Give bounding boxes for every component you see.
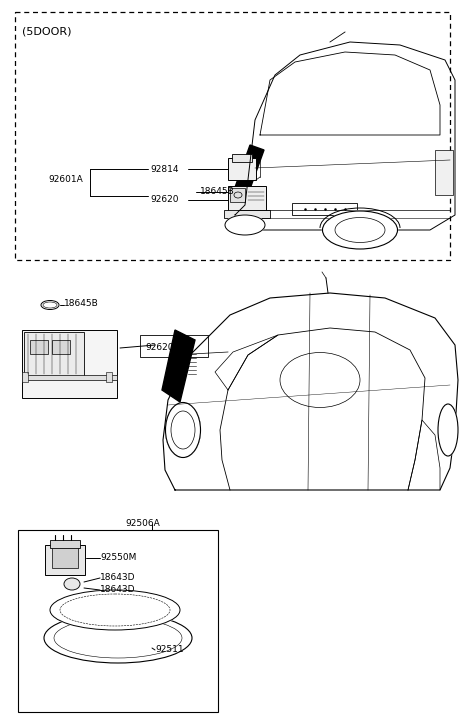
- Polygon shape: [233, 145, 264, 200]
- Text: 18643D: 18643D: [100, 585, 135, 595]
- Bar: [22, 375, 117, 380]
- Bar: [45, 545, 85, 575]
- Bar: [18, 530, 218, 712]
- Bar: [228, 158, 256, 180]
- Bar: [52, 340, 70, 354]
- Text: (5DOOR): (5DOOR): [22, 26, 72, 36]
- Text: 92511: 92511: [155, 646, 184, 654]
- Bar: [15, 12, 450, 260]
- Text: 18645B: 18645B: [64, 299, 99, 308]
- Bar: [230, 188, 245, 202]
- Ellipse shape: [225, 215, 265, 235]
- Bar: [224, 210, 270, 218]
- Text: 92620: 92620: [150, 196, 179, 204]
- Bar: [22, 330, 117, 398]
- Bar: [22, 372, 28, 382]
- Bar: [140, 335, 208, 357]
- Bar: [24, 332, 84, 377]
- Text: 92550M: 92550M: [100, 553, 136, 563]
- Text: 18645B: 18645B: [200, 188, 235, 196]
- Ellipse shape: [64, 578, 80, 590]
- Ellipse shape: [438, 404, 458, 456]
- Polygon shape: [162, 330, 195, 402]
- Text: 18643D: 18643D: [100, 574, 135, 582]
- Bar: [52, 548, 78, 568]
- Ellipse shape: [166, 403, 200, 457]
- Ellipse shape: [44, 613, 192, 663]
- Bar: [292, 203, 357, 215]
- Ellipse shape: [50, 590, 180, 630]
- Bar: [228, 186, 266, 214]
- Bar: [106, 372, 112, 382]
- Bar: [50, 540, 80, 548]
- Text: 92601A: 92601A: [48, 175, 83, 185]
- Bar: [232, 154, 252, 162]
- Text: 92506A: 92506A: [125, 520, 160, 529]
- Bar: [30, 340, 48, 354]
- Bar: [435, 150, 453, 195]
- Text: 92620: 92620: [145, 343, 173, 353]
- Ellipse shape: [323, 211, 398, 249]
- Text: 92814: 92814: [150, 164, 179, 174]
